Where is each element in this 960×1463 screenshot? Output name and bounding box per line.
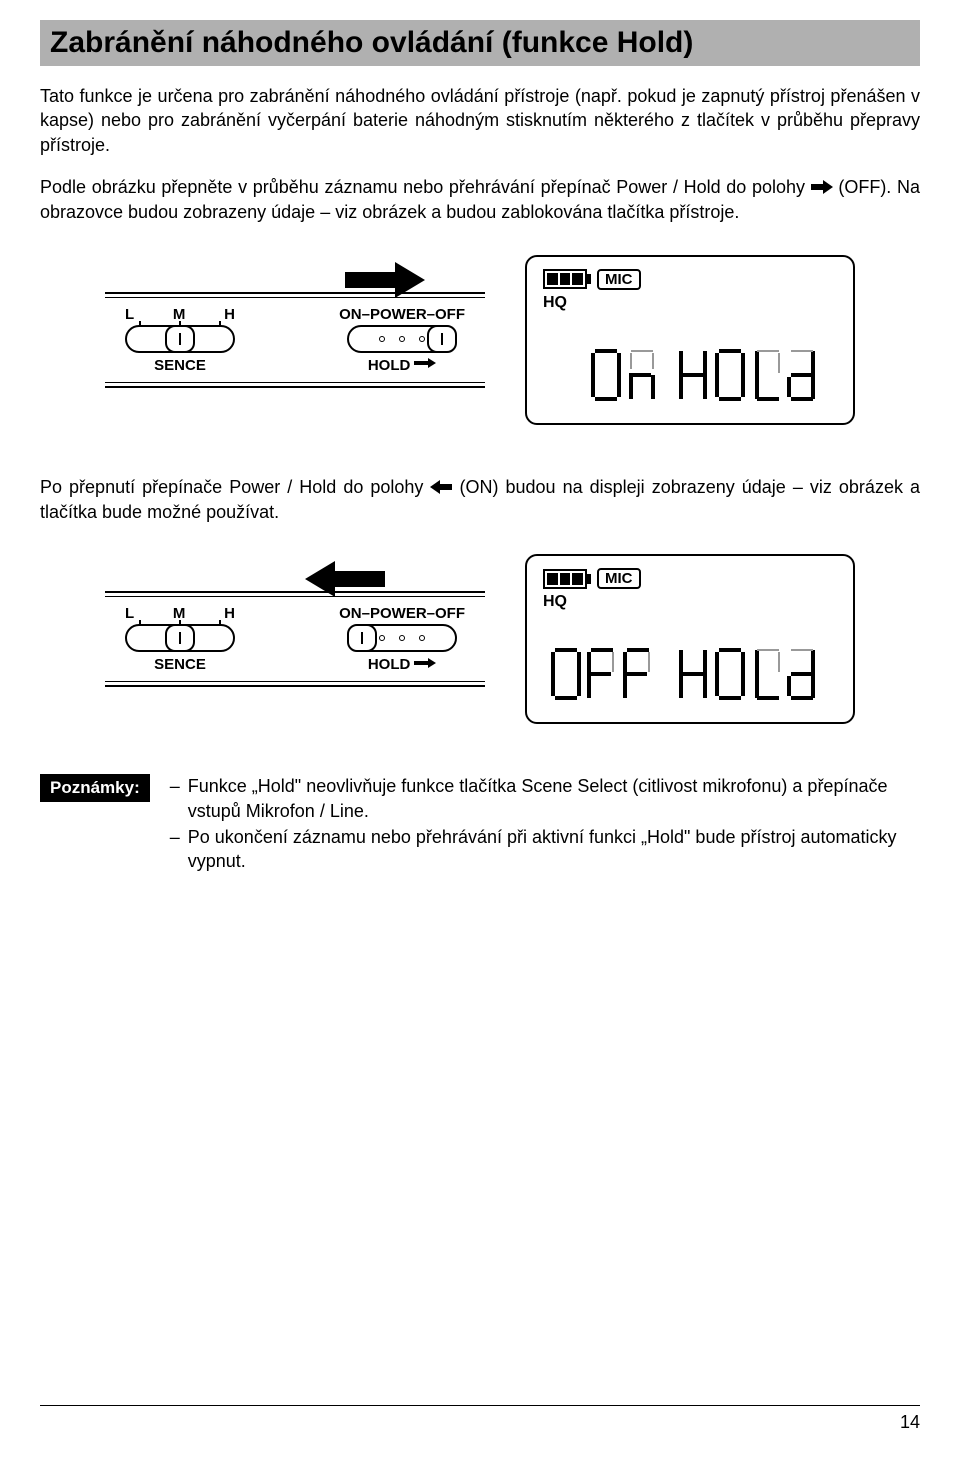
controls-panel-2: L M H SENCE ON–POWER–OFF <box>105 591 485 687</box>
power-label: ON–POWER–OFF <box>339 306 465 323</box>
sence-label: SENCE <box>154 357 206 374</box>
paragraph-2: Podle obrázku přepněte v průběhu záznamu… <box>40 175 920 225</box>
mic-badge: MIC <box>597 269 641 290</box>
title-bar: Zabránění náhodného ovládání (funkce Hol… <box>40 20 920 66</box>
seg-hold <box>677 347 837 403</box>
note-1: Funkce „Hold" neovlivňuje funkce tlačítk… <box>188 774 920 823</box>
lcd-screen-off: MIC HQ <box>525 554 855 724</box>
lmh-l-2: L <box>125 605 134 622</box>
seg-hold-2 <box>677 646 837 702</box>
hold-label: HOLD <box>368 357 411 374</box>
dash-icon: – <box>170 774 180 823</box>
sence-slider[interactable] <box>125 325 235 353</box>
sence-switch: L M H SENCE <box>125 306 235 374</box>
diagram-hold-on: L M H SENCE ON–POWER–OFF <box>40 255 920 425</box>
controls-panel-1: L M H SENCE ON–POWER–OFF <box>105 292 485 388</box>
notes-badge: Poznámky: <box>40 774 150 802</box>
paragraph-1: Tato funkce je určena pro zabránění náho… <box>40 84 920 157</box>
power-slider[interactable] <box>347 325 457 353</box>
seg-off <box>549 646 659 702</box>
page-footer: 14 <box>40 1405 920 1433</box>
power-switch: ON–POWER–OFF HOLD <box>339 306 465 374</box>
big-arrow-right-icon <box>345 262 425 303</box>
seg-on <box>589 347 659 403</box>
lmh-h-2: H <box>224 605 235 622</box>
page-title: Zabránění náhodného ovládání (funkce Hol… <box>50 26 910 60</box>
sence-switch-2: L M H SENCE <box>125 605 235 673</box>
notes-section: Poznámky: – Funkce „Hold" neovlivňuje fu… <box>40 774 920 875</box>
lmh-l: L <box>125 306 134 323</box>
big-arrow-left-icon <box>305 561 385 602</box>
battery-icon-2 <box>543 569 591 589</box>
hold-arrow-icon <box>414 355 436 373</box>
sence-slider-2[interactable] <box>125 624 235 652</box>
hq-label-2: HQ <box>543 593 837 611</box>
sence-label-2: SENCE <box>154 656 206 673</box>
power-label-2: ON–POWER–OFF <box>339 605 465 622</box>
hq-label: HQ <box>543 294 837 312</box>
arrow-left-icon <box>430 476 452 500</box>
battery-icon <box>543 269 591 289</box>
lcd-screen-on: MIC HQ <box>525 255 855 425</box>
hold-label-2: HOLD <box>368 656 411 673</box>
power-slider-2[interactable] <box>347 624 457 652</box>
diagram-hold-off: L M H SENCE ON–POWER–OFF <box>40 554 920 724</box>
mic-badge-2: MIC <box>597 568 641 589</box>
para3-a: Po přepnutí přepínače Power / Hold do po… <box>40 477 430 497</box>
dash-icon-2: – <box>170 825 180 874</box>
paragraph-3: Po přepnutí přepínače Power / Hold do po… <box>40 475 920 525</box>
note-2: Po ukončení záznamu nebo přehrávání při … <box>188 825 920 874</box>
arrow-right-icon <box>811 176 833 200</box>
page-number: 14 <box>40 1412 920 1433</box>
power-switch-2: ON–POWER–OFF HOLD <box>339 605 465 673</box>
para2-a: Podle obrázku přepněte v průběhu záznamu… <box>40 177 805 197</box>
hold-arrow-icon-2 <box>414 655 436 673</box>
lmh-h: H <box>224 306 235 323</box>
